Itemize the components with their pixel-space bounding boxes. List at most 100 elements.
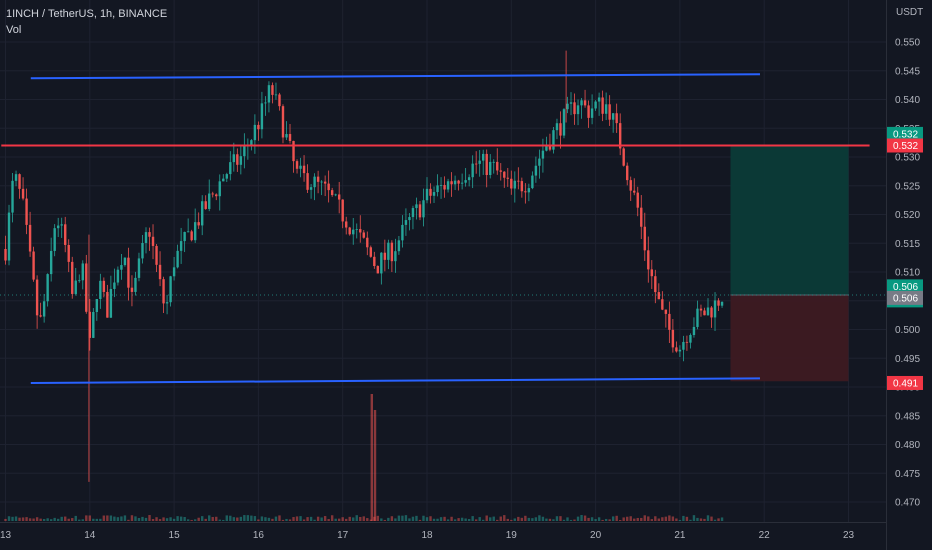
candle-body xyxy=(295,161,299,169)
candle-body xyxy=(162,279,165,304)
volume-bar xyxy=(566,517,569,521)
volume-bar xyxy=(376,515,380,521)
candle-body xyxy=(190,231,193,241)
volume-bar xyxy=(615,515,618,521)
time-axis[interactable]: 13 14 15 16 17 18 19 20 21 22 23 xyxy=(0,530,854,541)
volume-bar xyxy=(190,519,193,521)
candle-body xyxy=(257,124,260,130)
volume-bar xyxy=(35,517,39,521)
volume-bar xyxy=(250,515,253,521)
volume-bar xyxy=(429,516,432,521)
candle-body xyxy=(281,106,285,138)
volume-bar xyxy=(717,518,720,521)
volume-bar xyxy=(380,518,383,521)
drawn-lines[interactable] xyxy=(1,73,870,384)
candle-body xyxy=(278,94,281,107)
price-tag-label: 0.532 xyxy=(893,141,918,152)
candle-body xyxy=(32,251,35,280)
candle-body xyxy=(562,109,566,136)
candle-body xyxy=(330,190,334,196)
volume-bar xyxy=(573,519,576,521)
candle-body xyxy=(193,222,197,241)
candle-body xyxy=(390,242,394,262)
volume-bar xyxy=(460,517,464,521)
volume-bar xyxy=(527,517,531,521)
candle-body xyxy=(545,145,548,151)
candle-body xyxy=(383,252,387,260)
candle-body xyxy=(604,104,608,114)
candle-body xyxy=(464,180,467,183)
volume-bar xyxy=(678,519,682,521)
volume-bar xyxy=(278,515,281,521)
candle-body xyxy=(92,311,95,338)
candle-body xyxy=(401,224,404,241)
loss-zone xyxy=(730,295,849,382)
volume-bar xyxy=(545,518,548,521)
candle-body xyxy=(503,171,506,178)
volume-bar xyxy=(208,515,211,521)
volume-bar xyxy=(232,517,236,521)
time-tick-label: 17 xyxy=(337,530,349,541)
candle-body xyxy=(597,97,601,102)
volume-bar xyxy=(148,515,151,521)
candle-body xyxy=(439,185,443,186)
candle-body xyxy=(316,176,320,182)
volume-bar xyxy=(689,519,692,521)
position-tool[interactable] xyxy=(0,145,886,382)
candle-body xyxy=(334,194,337,196)
candle-body xyxy=(657,292,661,300)
candle-body xyxy=(39,315,42,317)
volume-bar xyxy=(633,518,636,521)
price-tag-bg xyxy=(887,138,923,153)
candle-body xyxy=(127,257,130,288)
candle-body xyxy=(615,113,618,124)
volume-bar xyxy=(130,515,134,521)
candle-body xyxy=(601,97,604,114)
candle-body xyxy=(418,204,422,218)
volume-bar xyxy=(696,517,699,521)
candle-body xyxy=(457,180,460,184)
candle-body xyxy=(67,244,70,262)
volume-bar xyxy=(555,516,559,521)
volume-bar xyxy=(559,516,562,521)
volume-bar xyxy=(394,518,397,521)
volume-bar xyxy=(285,518,288,521)
candle-body xyxy=(264,102,267,104)
time-tick-label: 23 xyxy=(843,530,855,541)
volume-bar xyxy=(436,518,439,521)
volume-bar xyxy=(611,516,615,521)
volume-bar xyxy=(172,518,176,521)
volume-bar xyxy=(608,519,611,521)
candle-body xyxy=(404,220,408,225)
volume-bars xyxy=(4,394,724,521)
volume-bar xyxy=(330,515,334,521)
price-tick-label: 0.530 xyxy=(895,153,920,164)
candle-body xyxy=(534,165,538,176)
price-tag-label: 0.532 xyxy=(893,129,918,140)
volume-bar xyxy=(706,515,710,521)
volume-bar xyxy=(243,515,246,521)
volume-bar xyxy=(411,516,415,521)
candle-body xyxy=(102,280,106,292)
candle-body xyxy=(7,212,11,261)
volume-bar xyxy=(685,516,689,521)
candle-body xyxy=(11,180,14,213)
candle-body xyxy=(675,347,678,352)
price-tag-bg xyxy=(887,290,923,305)
candle-body xyxy=(432,192,436,196)
volume-bar xyxy=(257,519,260,521)
volume-indicator-label[interactable]: Vol xyxy=(6,24,22,36)
candle-body xyxy=(366,237,369,248)
volume-bar xyxy=(46,518,49,521)
volume-bar xyxy=(56,518,60,521)
candle-body xyxy=(717,300,720,306)
volume-bar xyxy=(647,516,650,521)
candle-body xyxy=(21,188,25,199)
candle-body xyxy=(218,181,221,197)
candle-body xyxy=(569,102,573,104)
price-tick-label: 0.510 xyxy=(895,268,920,279)
symbol-title[interactable]: 1INCH / TetherUS, 1h, BINANCE xyxy=(6,8,168,20)
candle-body xyxy=(633,190,636,193)
volume-bar xyxy=(323,516,327,521)
